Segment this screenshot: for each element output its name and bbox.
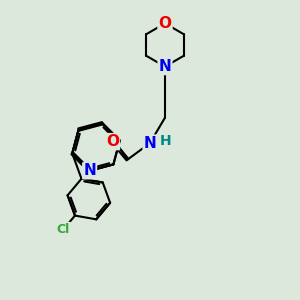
Text: N: N bbox=[159, 59, 171, 74]
Text: O: O bbox=[106, 134, 119, 149]
Text: H: H bbox=[160, 134, 171, 148]
Text: Cl: Cl bbox=[57, 223, 70, 236]
Text: O: O bbox=[158, 16, 172, 31]
Text: N: N bbox=[144, 136, 156, 151]
Text: N: N bbox=[83, 163, 96, 178]
